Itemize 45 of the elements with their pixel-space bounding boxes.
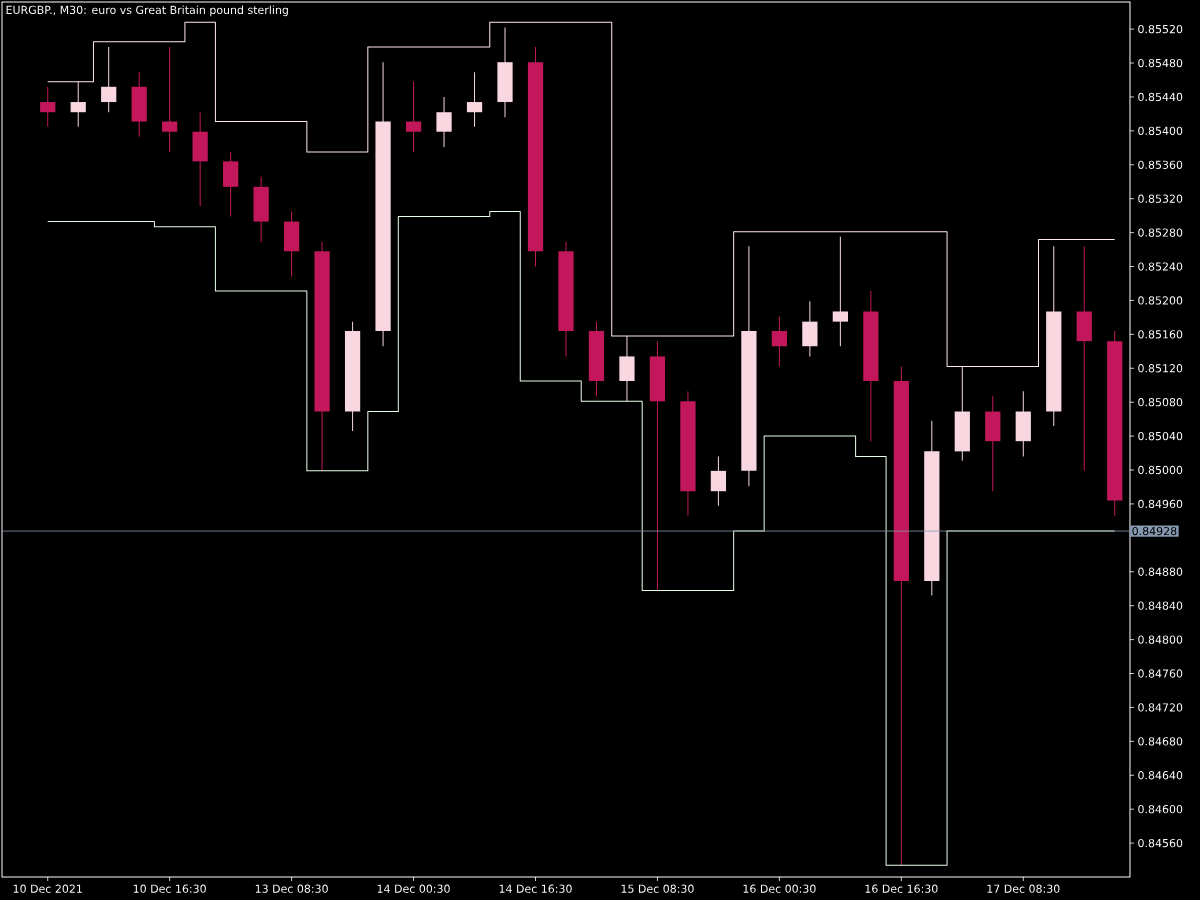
y-tick-label: 0.84800 xyxy=(1138,635,1183,644)
y-tick-label: 0.85120 xyxy=(1138,364,1183,373)
y-tick-label: 0.85200 xyxy=(1138,296,1183,305)
y-tick-label: 0.84640 xyxy=(1138,771,1183,780)
y-tick-label: 0.84680 xyxy=(1138,737,1183,746)
y-tick-label: 0.85280 xyxy=(1138,228,1183,237)
x-tick-label: 14 Dec 16:30 xyxy=(499,884,572,893)
candlestick xyxy=(162,46,178,153)
candlestick xyxy=(832,236,848,347)
x-tick-label: 10 Dec 16:30 xyxy=(133,884,206,893)
y-tick-label: 0.85440 xyxy=(1138,92,1183,102)
candlestick xyxy=(40,86,56,128)
chart-title: EURGBP., M30: euro vs Great Britain pound sterling xyxy=(6,5,288,17)
y-tick-label: 0.85360 xyxy=(1138,160,1183,169)
candlestick xyxy=(436,96,452,148)
x-tick-label: 10 Dec 2021 xyxy=(13,884,82,893)
x-tick-label: 16 Dec 00:30 xyxy=(743,884,816,893)
candlestick xyxy=(405,81,422,153)
candlestick xyxy=(70,81,86,128)
y-tick-label: 0.85400 xyxy=(1138,126,1183,136)
candlestick xyxy=(710,455,727,507)
y-tick-label: 0.84960 xyxy=(1138,499,1183,509)
y-tick-label: 0.85480 xyxy=(1138,58,1183,68)
y-tick-label: 0.84840 xyxy=(1138,601,1183,610)
y-tick-label: 0.84880 xyxy=(1138,567,1183,576)
x-tick-label: 13 Dec 08:30 xyxy=(255,884,328,893)
x-tick-label: 16 Dec 16:30 xyxy=(865,884,938,893)
y-tick-label: 0.84600 xyxy=(1138,805,1183,814)
y-tick-label: 0.85040 xyxy=(1138,431,1183,441)
candlestick xyxy=(466,71,483,128)
y-tick-label: 0.85000 xyxy=(1138,465,1183,475)
ref-line-label: 0.84928 xyxy=(1132,526,1177,536)
candlestick xyxy=(101,46,117,113)
y-tick-label: 0.84760 xyxy=(1138,669,1183,678)
y-tick-label: 0.85160 xyxy=(1138,330,1183,339)
x-tick-label: 14 Dec 00:30 xyxy=(377,884,450,893)
y-tick-label: 0.85240 xyxy=(1138,262,1183,271)
x-tick-label: 15 Dec 08:30 xyxy=(621,884,694,893)
candlestick xyxy=(771,316,788,368)
y-tick-label: 0.85320 xyxy=(1138,194,1183,203)
y-tick-label: 0.85080 xyxy=(1138,398,1183,407)
y-tick-label: 0.85520 xyxy=(1138,24,1183,34)
y-tick-label: 0.84560 xyxy=(1138,838,1183,848)
y-tick-label: 0.84720 xyxy=(1138,703,1183,712)
x-tick-label: 17 Dec 08:30 xyxy=(987,884,1060,893)
